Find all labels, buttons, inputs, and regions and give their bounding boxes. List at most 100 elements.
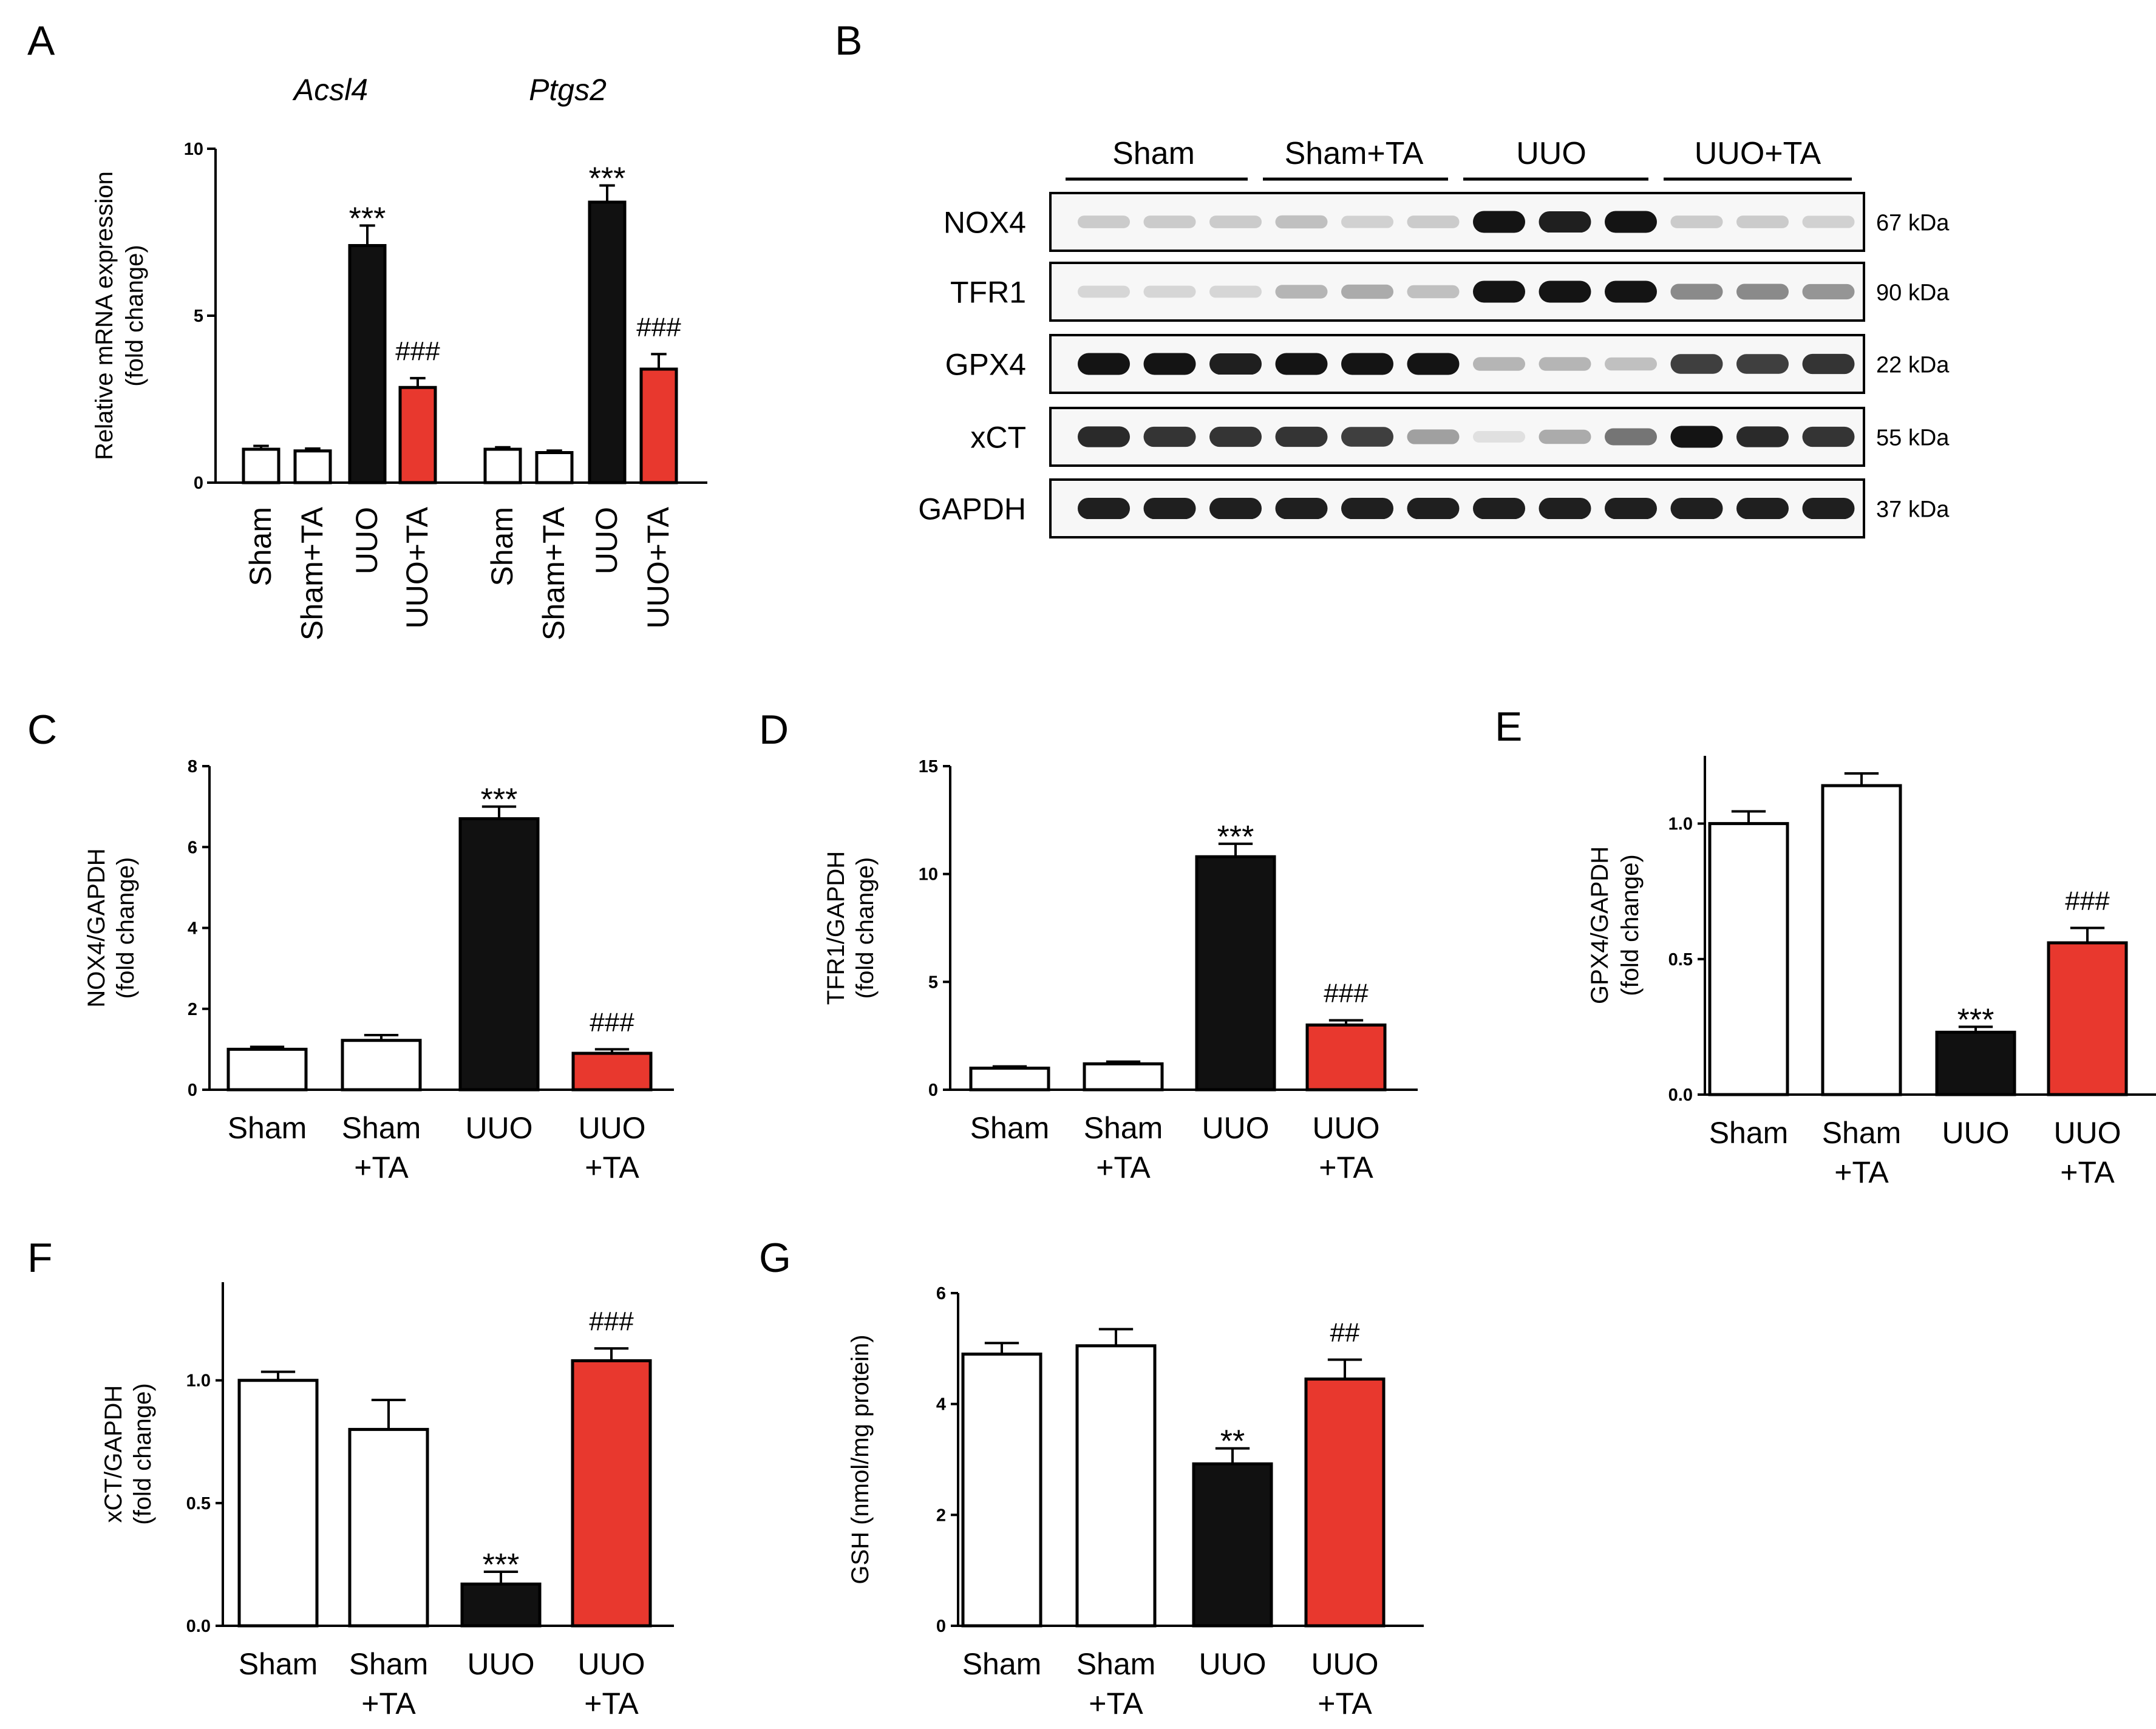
bar-uuo-ta <box>639 367 678 484</box>
y-axis-label: Relative mRNA expression <box>91 171 118 460</box>
bar-uuo <box>348 244 387 484</box>
blot-band <box>1275 426 1328 447</box>
significance-stars: *** <box>483 1547 520 1583</box>
blot-band <box>1407 353 1460 375</box>
western-blot-panel-b: B Sham Sham+TA UUO UUO+TA NOX4 67 kDa TFR1 90 kD… <box>835 18 1950 538</box>
bar-uuo <box>1192 1462 1273 1628</box>
blot-band <box>1736 497 1789 520</box>
blot-band <box>1209 285 1262 298</box>
y-axis-label: NOX4/GAPDH <box>83 848 110 1007</box>
x-tick-label: UUO <box>578 1111 645 1145</box>
chart-panel-g: G 0 2 4 6 GSH (nmol/mg protein) Sham Sham +TA ** U… <box>759 1235 1424 1721</box>
blot-band <box>1802 353 1855 375</box>
bar-sham-ta <box>1083 1062 1164 1092</box>
x-tick-label: +TA <box>1834 1155 1889 1189</box>
chart-panel-a: A 0 5 10 Relative mRNA expression (fold chang… <box>27 18 707 640</box>
x-tick-label: UUO+TA <box>641 506 675 628</box>
y-tick-label: 4 <box>936 1395 946 1415</box>
x-tick-label: UUO <box>2053 1116 2121 1150</box>
blot-band <box>1670 216 1723 228</box>
y-axis-label: TFR1/GAPDH <box>823 851 849 1005</box>
blot-band <box>1407 497 1460 520</box>
significance-hash: ### <box>589 1306 634 1336</box>
panel-letter: B <box>835 18 862 64</box>
x-tick-label: Sham <box>1084 1111 1163 1145</box>
chart-panel-d: D 0 5 10 15 TFR1/GAPDH (fold change) Sham Sham +T… <box>759 707 1418 1184</box>
y-tick-label: 5 <box>928 973 938 992</box>
y-tick-label: 10 <box>184 140 203 159</box>
y-tick-label: 0 <box>936 1617 946 1636</box>
blot-band <box>1473 431 1525 443</box>
significance-stars: *** <box>481 783 518 818</box>
y-tick-label: 1.0 <box>186 1371 211 1391</box>
significance-stars: ** <box>1220 1424 1245 1459</box>
y-tick-label: 6 <box>936 1284 946 1303</box>
bar-sham-ta <box>341 1039 422 1092</box>
bar-sham <box>237 1379 319 1628</box>
significance-stars: *** <box>1217 820 1254 855</box>
blot-band <box>1539 497 1591 520</box>
blot-band <box>1539 357 1591 371</box>
bar-sham-ta <box>348 1428 429 1628</box>
x-tick-label: +TA <box>2060 1155 2115 1189</box>
blot-band <box>1143 216 1196 228</box>
x-tick-label: Sham <box>1076 1647 1156 1681</box>
blot-band <box>1539 211 1591 233</box>
y-tick-label: 10 <box>919 865 938 885</box>
x-tick-label: Sham <box>970 1111 1050 1145</box>
x-tick-label: UUO <box>465 1111 532 1145</box>
blot-protein-label: xCT <box>970 421 1026 455</box>
blot-band <box>1605 497 1657 520</box>
blot-band <box>1143 353 1196 375</box>
x-tick-label: Sham <box>1709 1116 1789 1150</box>
significance-stars: *** <box>589 161 626 197</box>
y-tick-label: 0 <box>194 474 203 493</box>
bar-uuo-ta <box>571 1359 652 1628</box>
chart-panel-e: E 0.0 0.5 1.0 GPX4/GAPDH (fold change) Sham Sha… <box>1495 704 2156 1189</box>
blot-band <box>1605 428 1657 446</box>
x-tick-label: UUO <box>1199 1647 1266 1681</box>
x-tick-label: UUO <box>1312 1111 1379 1145</box>
bar-sham <box>969 1066 1050 1092</box>
blot-band <box>1341 216 1393 228</box>
x-tick-label: UUO <box>350 507 384 574</box>
blot-band <box>1209 216 1262 228</box>
blot-protein-label: TFR1 <box>950 276 1026 310</box>
blot-kda-label: 55 kDa <box>1876 426 1950 451</box>
blot-band <box>1407 216 1460 228</box>
bar-uuo-ta <box>2047 941 2128 1096</box>
x-tick-label: Sham <box>1822 1116 1902 1150</box>
x-tick-label: Sham <box>962 1647 1042 1681</box>
x-tick-label: Sham+TA <box>295 506 329 640</box>
bar-sham-ta <box>1075 1344 1157 1628</box>
y-axis-label: (fold change) <box>121 245 148 386</box>
blot-band <box>1605 211 1657 233</box>
x-tick-label: UUO <box>590 507 624 574</box>
x-tick-label: +TA <box>361 1687 416 1721</box>
blot-band <box>1143 426 1196 447</box>
y-tick-label: 15 <box>919 757 938 776</box>
significance-hash: ### <box>2065 886 2110 915</box>
blot-band <box>1407 429 1460 444</box>
blot-band <box>1078 497 1130 520</box>
blot-band <box>1209 497 1262 520</box>
blot-band <box>1407 285 1460 299</box>
blot-band <box>1736 426 1789 447</box>
bar-sham-ta <box>293 449 332 484</box>
x-tick-label: UUO <box>467 1647 534 1681</box>
y-axis-label: (fold change) <box>852 857 879 999</box>
blot-band <box>1539 280 1591 303</box>
significance-stars: *** <box>1957 1002 1994 1038</box>
blot-band <box>1209 426 1262 447</box>
blot-kda-label: 90 kDa <box>1876 280 1950 306</box>
bar-uuo <box>588 200 627 484</box>
y-tick-label: 6 <box>188 838 197 857</box>
blot-band <box>1670 354 1723 374</box>
y-tick-label: 2 <box>188 1000 197 1019</box>
gene-label: Ptgs2 <box>529 73 607 107</box>
blot-band <box>1341 284 1393 299</box>
bar-uuo <box>1935 1030 2016 1096</box>
x-tick-label: +TA <box>585 1150 639 1184</box>
blot-band <box>1275 353 1328 375</box>
blot-band <box>1802 426 1855 447</box>
